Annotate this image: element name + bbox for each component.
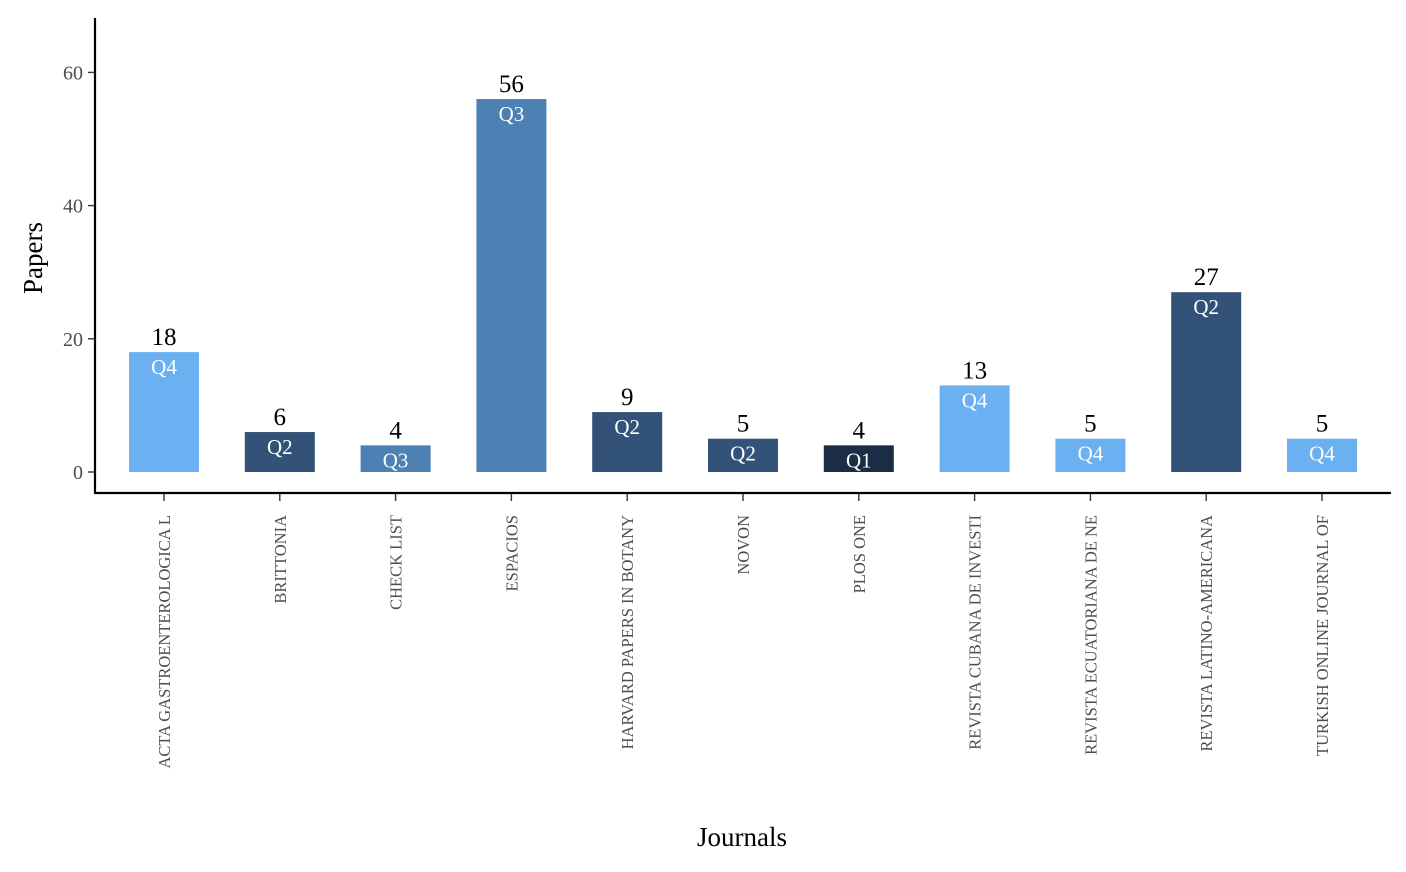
bar-value-label: 18	[152, 324, 177, 351]
bar	[939, 385, 1010, 472]
bar-quartile-label: Q4	[1309, 442, 1335, 466]
bar-quartile-label: Q4	[1078, 442, 1104, 466]
y-tick-label: 20	[63, 329, 83, 351]
x-tick-label: PLOS ONE	[850, 515, 869, 593]
bar	[244, 432, 315, 472]
x-tick-label: REVISTA CUBANA DE INVESTI	[966, 515, 985, 750]
bar-quartile-label: Q2	[267, 435, 293, 459]
bar-value-label: 6	[274, 404, 287, 431]
x-tick-label: REVISTA LATINO-AMERICANA	[1197, 515, 1216, 752]
bar-value-label: 4	[389, 417, 402, 444]
quartile-labels-group: Q4 Q2 Q3 Q3 Q2 Q2 Q1 Q4 Q4 Q2 Q4	[151, 102, 1335, 472]
bar	[360, 445, 431, 472]
y-tick-label: 60	[63, 62, 83, 84]
bar	[708, 438, 778, 472]
bar-value-label: 9	[621, 384, 634, 411]
x-tick-label: BRITTONIA	[271, 515, 290, 604]
x-tick-label: ACTA GASTROENTEROLOGICA L	[155, 515, 174, 769]
x-tick-label: REVISTA ECUATORIANA DE NE	[1081, 515, 1100, 755]
bar-value-label: 27	[1194, 264, 1219, 291]
bar	[1171, 292, 1242, 472]
bar	[823, 445, 894, 472]
plot-area: 18 6 4 56 9 5 4 13 5 27 5 Q4 Q2 Q3 Q3 Q2 Q2 Q1 Q4 Q4 Q2 Q4	[129, 71, 1357, 472]
bar	[476, 99, 547, 472]
bar	[129, 352, 199, 472]
bar	[1055, 438, 1126, 472]
bar-value-label: 5	[737, 411, 750, 438]
x-axis-ticks: ACTA GASTROENTEROLOGICA L BRITTONIA CHECK …	[155, 494, 1332, 769]
x-tick-label: CHECK LIST	[387, 515, 406, 610]
bar	[1287, 438, 1357, 472]
bar-value-label: 5	[1084, 411, 1097, 438]
bar-quartile-label: Q2	[1193, 295, 1219, 319]
x-tick-label: TURKISH ONLINE JOURNAL OF	[1313, 515, 1332, 756]
x-tick-label: NOVON	[734, 515, 753, 575]
bar-quartile-label: Q2	[614, 415, 640, 439]
bar-quartile-label: Q2	[730, 442, 756, 466]
x-tick-label: HARVARD PAPERS IN BOTANY	[618, 515, 637, 749]
bar-quartile-label: Q4	[151, 355, 177, 379]
bars-group	[129, 99, 1357, 472]
bar-value-label: 5	[1316, 411, 1329, 438]
bar-value-label: 13	[962, 357, 987, 384]
bar-quartile-label: Q3	[499, 102, 525, 126]
y-tick-label: 40	[63, 196, 83, 218]
bar	[592, 412, 663, 472]
x-tick-label: ESPACIOS	[502, 515, 521, 591]
bar-value-label: 4	[853, 417, 866, 444]
bar-quartile-label: Q1	[846, 448, 872, 472]
y-tick-label: 0	[73, 462, 83, 484]
x-axis-title: Journals	[697, 822, 787, 852]
y-axis-ticks: 0 20 40 60	[63, 62, 95, 484]
bar-value-label: 56	[499, 71, 524, 98]
bar-quartile-label: Q4	[962, 388, 988, 412]
value-labels-group: 18 6 4 56 9 5 4 13 5 27 5	[152, 71, 1329, 444]
y-axis-title: Papers	[18, 222, 48, 294]
bar-quartile-label: Q3	[383, 448, 409, 472]
